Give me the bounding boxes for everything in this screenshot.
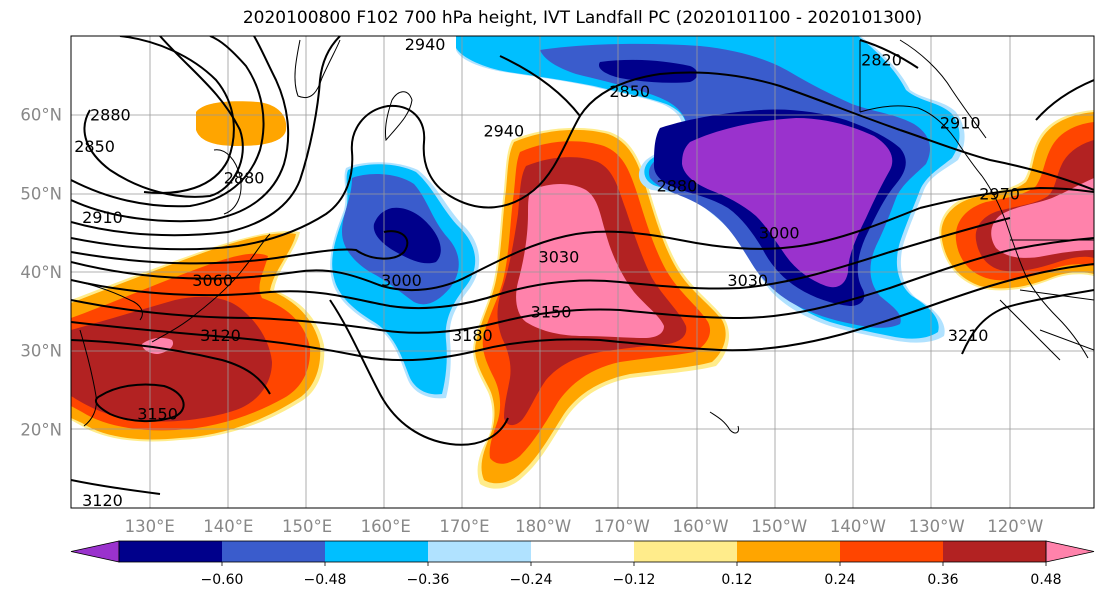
height-contours — [71, 36, 1094, 495]
ivt-region-north-pacific — [456, 36, 965, 343]
ivt-region-dateline — [473, 127, 730, 489]
longitude-tick-label: 160°W — [673, 517, 729, 536]
colorbar-segment — [943, 541, 1047, 562]
colorbar-frame — [118, 540, 1047, 563]
latitude-tick-label: 60°N — [20, 106, 62, 125]
longitude-tick-label: 160°E — [361, 517, 411, 536]
coastlines — [71, 39, 1094, 434]
ivt-shade-purple — [682, 118, 893, 288]
ivt-shade-orange-kamchatka — [196, 101, 287, 146]
contour-label: 2910 — [940, 114, 981, 133]
colorbar-segment — [428, 541, 532, 562]
contour-label: 3210 — [948, 326, 989, 345]
latitude-tick-label: 40°N — [20, 263, 62, 282]
colorbar-tick-label: 0.12 — [721, 572, 752, 588]
ivt-shading — [71, 36, 1094, 489]
longitude-tick-label: 140°E — [203, 517, 253, 536]
contour-label: 3150 — [137, 405, 178, 424]
contour-label: 3120 — [200, 326, 241, 345]
longitude-tick-label: 140°W — [830, 517, 886, 536]
colorbar-tick-label: 0.36 — [927, 572, 958, 588]
contour-label: 2850 — [609, 82, 650, 101]
latitude-tick-label: 20°N — [20, 420, 62, 439]
colorbar-tick-label: −0.36 — [407, 572, 450, 588]
colorbar-tick-label: −0.24 — [510, 572, 553, 588]
colorbar-segment — [840, 541, 944, 562]
colorbar-tick-labels: −0.60 −0.48 −0.36 −0.24 −0.12 0.12 0.24 0.36 0.4… — [201, 562, 1062, 588]
contour-labels: 2940 2820 2850 2880 2850 2940 2910 2880 2880 2970… — [74, 35, 1020, 510]
colorbar-tick-label: −0.48 — [304, 572, 347, 588]
colorbar-extend-high — [1045, 540, 1095, 563]
latitude-tick-label: 50°N — [20, 184, 62, 203]
contour-label: 3120 — [82, 491, 123, 510]
contour-label: 3060 — [192, 271, 233, 290]
colorbar-tick-label: 0.48 — [1030, 572, 1061, 588]
colorbar-tick-label: −0.60 — [201, 572, 244, 588]
contour-label: 2820 — [861, 51, 902, 70]
contour-label: 3000 — [759, 224, 800, 243]
contour-label: 2880 — [657, 176, 698, 195]
contour-label: 2970 — [979, 184, 1020, 203]
colorbar-tick-label: −0.12 — [613, 572, 656, 588]
colorbar-segment — [119, 541, 223, 562]
latitude-labels: 60°N 50°N 40°N 30°N 20°N — [20, 106, 62, 440]
contour-label: 2910 — [82, 208, 123, 227]
longitude-tick-label: 130°E — [125, 517, 175, 536]
longitude-tick-label: 170°E — [439, 517, 489, 536]
ivt-shade-pink — [991, 178, 1094, 258]
colorbar-segment — [531, 541, 635, 562]
contour-label: 3030 — [727, 271, 768, 290]
longitude-tick-label: 150°E — [282, 517, 332, 536]
contour-label: 3030 — [539, 247, 580, 266]
longitude-tick-label: 120°W — [987, 517, 1043, 536]
contour-label: 3180 — [452, 326, 493, 345]
contour-label: 2850 — [74, 137, 115, 156]
contour-label: 2940 — [405, 35, 446, 54]
contour-label: 2880 — [90, 106, 131, 125]
ivt-shade-pink — [516, 184, 664, 338]
colorbar-segment — [634, 541, 738, 562]
ivt-region-us-westcoast — [939, 110, 1094, 291]
colorbar-extend-low — [70, 540, 120, 563]
figure-title: 2020100800 F102 700 hPa height, IVT Land… — [242, 8, 923, 28]
latitude-tick-label: 30°N — [20, 342, 62, 361]
colorbar-segment — [737, 541, 841, 562]
longitude-labels: 130°E 140°E 150°E 160°E 170°E 180°W 170°W 160°W… — [125, 517, 1044, 536]
colorbar-segment — [325, 541, 429, 562]
colorbar — [70, 540, 1095, 563]
map-frame — [70, 35, 1095, 509]
longitude-tick-label: 180°W — [515, 517, 571, 536]
colorbar-tick-label: 0.24 — [824, 572, 855, 588]
map-gridlines — [71, 36, 1094, 508]
contour-label: 2880 — [224, 169, 265, 188]
contour-label: 3150 — [531, 302, 572, 321]
contour-label: 2940 — [483, 121, 524, 140]
longitude-tick-label: 170°W — [594, 517, 650, 536]
longitude-tick-label: 130°W — [909, 517, 965, 536]
colorbar-segment — [222, 541, 326, 562]
longitude-tick-label: 150°W — [751, 517, 807, 536]
contour-label: 3000 — [381, 271, 422, 290]
ivt-shade-navy — [373, 207, 441, 264]
